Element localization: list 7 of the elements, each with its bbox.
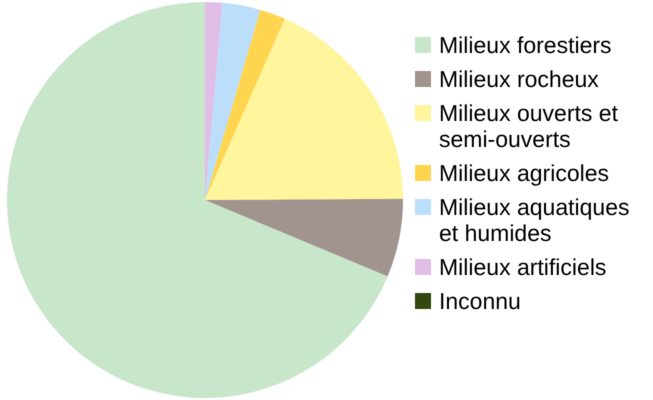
legend-label: Milieux rocheux — [439, 66, 599, 92]
legend-label: Milieux ouverts et semi-ouverts — [439, 100, 619, 152]
legend-label: Milieux artificiels — [439, 254, 606, 280]
legend-label: Milieux agricoles — [439, 160, 610, 186]
legend-label: Inconnu — [439, 288, 521, 314]
legend-label: Milieux aquatiques et humides — [439, 194, 631, 246]
legend-label: Milieux forestiers — [439, 32, 612, 58]
